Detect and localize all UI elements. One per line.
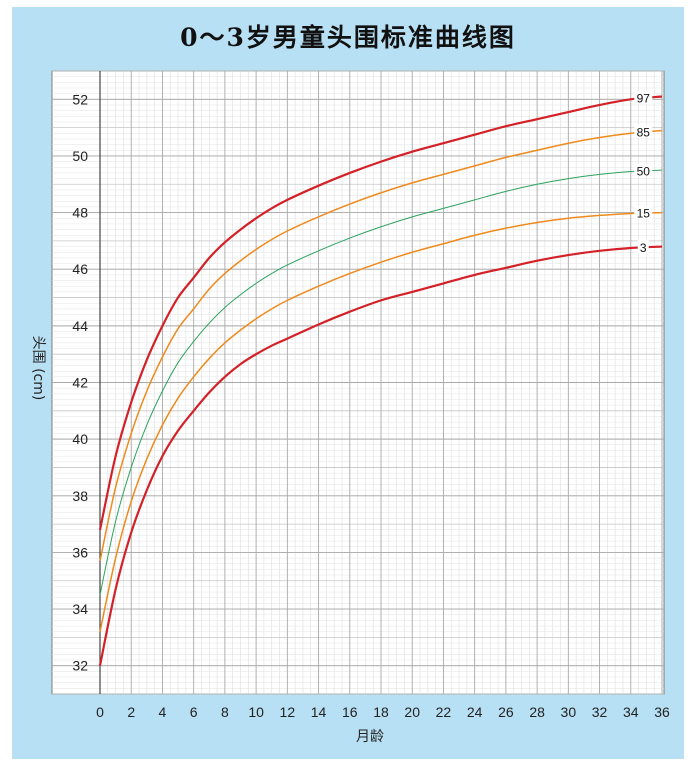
x-tick-label: 36 <box>654 704 670 720</box>
y-tick-labels: 32 34 36 38 40 42 44 46 48 50 52 <box>72 91 88 673</box>
percentile-label-bg <box>634 163 653 177</box>
y-tick-label: 50 <box>72 148 88 164</box>
x-tick-label: 4 <box>159 704 167 720</box>
series-line-p97 <box>98 95 663 530</box>
x-tick-label: 10 <box>248 704 264 720</box>
x-tick-label: 34 <box>623 704 639 720</box>
series-line-p50 <box>99 169 663 595</box>
y-tick-label: 40 <box>72 431 88 447</box>
x-tick-label: 24 <box>467 704 483 720</box>
percentile-label-p97: 97 <box>637 92 651 106</box>
y-tick-label: 36 <box>72 544 88 560</box>
chart-title: 0～3岁男童头围标准曲线图 <box>180 23 516 52</box>
percentile-label-p3: 3 <box>640 241 647 255</box>
series-line-p85 <box>99 129 663 562</box>
percentile-label-bg <box>637 240 649 254</box>
y-tick-label: 38 <box>72 488 88 504</box>
x-tick-labels: 0 2 4 6 8 10 12 14 16 18 20 22 24 26 28 30 32 34 36 <box>96 704 670 720</box>
x-tick-label: 26 <box>498 704 514 720</box>
y-axis-label: 头围 (cm) <box>30 336 46 401</box>
y-tick-label: 52 <box>72 91 88 107</box>
percentile-label-p15: 15 <box>637 207 651 221</box>
x-tick-label: 30 <box>561 704 577 720</box>
x-tick-label: 18 <box>373 704 389 720</box>
x-tick-label: 0 <box>96 704 104 720</box>
x-tick-label: 8 <box>221 704 229 720</box>
series-line-p15 <box>99 211 663 632</box>
x-tick-label: 2 <box>127 704 135 720</box>
y-tick-label: 46 <box>72 261 88 277</box>
x-tick-label: 6 <box>190 704 198 720</box>
x-tick-label: 16 <box>342 704 358 720</box>
y-tick-label: 32 <box>72 658 88 674</box>
percentile-labels: 97 85 50 15 3 <box>634 91 653 255</box>
x-tick-label: 20 <box>404 704 420 720</box>
percentile-label-bg <box>634 125 653 139</box>
percentile-label-bg <box>634 91 653 105</box>
x-tick-label: 28 <box>529 704 545 720</box>
y-tick-label: 48 <box>72 205 88 221</box>
x-tick-label: 12 <box>280 704 296 720</box>
x-tick-label: 32 <box>592 704 608 720</box>
percentile-label-bg <box>634 206 653 220</box>
y-tick-label: 42 <box>72 375 88 391</box>
series-layer <box>98 95 663 666</box>
y-tick-label: 34 <box>72 601 88 617</box>
x-tick-label: 14 <box>311 704 327 720</box>
percentile-label-p85: 85 <box>637 126 651 140</box>
x-tick-label: 22 <box>436 704 452 720</box>
series-line-p3 <box>98 245 663 666</box>
x-axis-label: 月龄 <box>356 729 384 745</box>
y-tick-label: 44 <box>72 318 88 334</box>
percentile-label-p50: 50 <box>637 164 651 178</box>
